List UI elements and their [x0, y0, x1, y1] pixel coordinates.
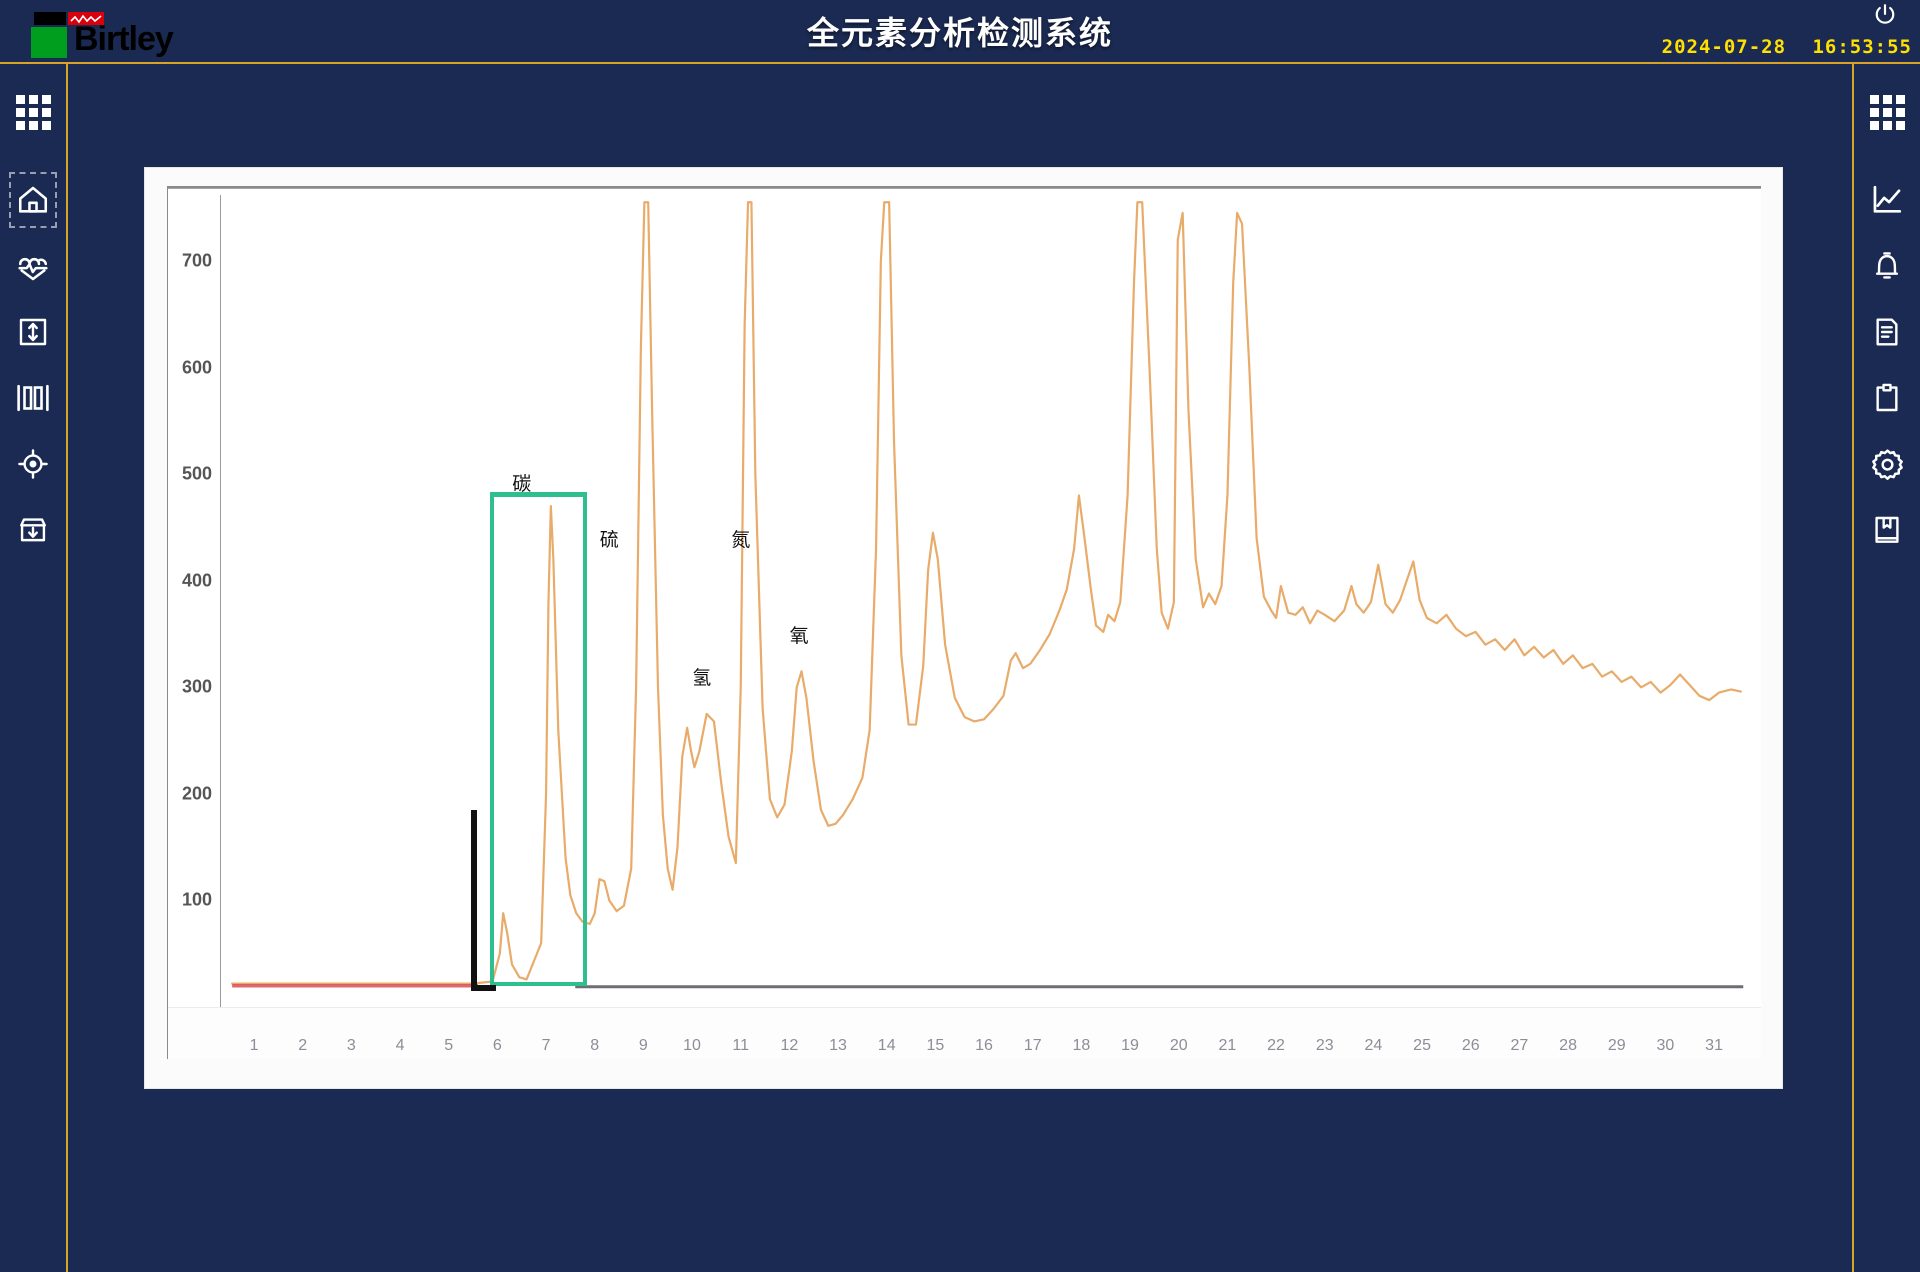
- brand-name: Birtley: [74, 20, 174, 58]
- sidebar-item-target[interactable]: [5, 432, 61, 496]
- clipboard-icon: [1871, 382, 1903, 414]
- app-header: Birtley 全元素分析检测系统 2024-07-28 16:53:55: [0, 0, 1920, 64]
- x-axis-tick: 10: [683, 1037, 701, 1054]
- x-axis-tick: 18: [1072, 1037, 1091, 1054]
- x-axis-tick: 22: [1267, 1037, 1285, 1054]
- peak-label: 氢: [692, 667, 712, 689]
- book-icon: [1871, 514, 1903, 546]
- clock-date: 2024-07-28: [1661, 36, 1787, 58]
- sidebar-item-home[interactable]: [5, 168, 61, 232]
- x-axis-tick: 20: [1169, 1037, 1188, 1054]
- x-axis-tick: 25: [1413, 1037, 1431, 1054]
- x-axis-tick: 29: [1607, 1037, 1626, 1054]
- x-axis-tick: 7: [541, 1037, 551, 1054]
- sidebar-item-clipboard[interactable]: [1859, 366, 1915, 430]
- x-axis-tick: 26: [1461, 1037, 1480, 1054]
- sidebar-item-apps-grid-right[interactable]: [1859, 80, 1915, 144]
- sidebar-item-settings[interactable]: [1859, 432, 1915, 496]
- y-axis-tick: 700: [181, 250, 212, 271]
- peak-label: 氮: [731, 530, 751, 552]
- x-axis-tick: 19: [1121, 1037, 1139, 1054]
- right-sidebar: [1852, 64, 1920, 1272]
- document-icon: [1871, 316, 1903, 348]
- status-clock: 2024-07-28 16:53:55: [1648, 36, 1912, 58]
- x-axis-tick: 6: [492, 1037, 502, 1054]
- x-axis-tick: 17: [1023, 1037, 1042, 1054]
- x-axis-tick: 1: [249, 1037, 259, 1054]
- y-axis-line: [220, 195, 221, 1059]
- x-axis-tick: 13: [829, 1037, 847, 1054]
- x-axis-band: [168, 1007, 1761, 1059]
- x-axis-tick: 2: [298, 1037, 308, 1054]
- bell-icon: [1871, 250, 1903, 282]
- x-axis-tick: 16: [975, 1037, 993, 1054]
- chart-panel[interactable]: 700 600 500 400 300 200 100 1 2 3 4 5 6 7 8 9 10 11 12 13 1…: [145, 168, 1782, 1088]
- sidebar-item-calibrate[interactable]: [5, 300, 61, 364]
- y-axis-tick: 200: [181, 783, 212, 804]
- x-axis-tick: 27: [1510, 1037, 1529, 1054]
- x-axis-tick: 28: [1559, 1037, 1577, 1054]
- x-axis-tick: 12: [780, 1037, 799, 1054]
- y-axis-tick: 400: [181, 570, 212, 591]
- bars-icon: [16, 383, 50, 413]
- line-chart-icon: [1870, 183, 1904, 217]
- brand-logo[interactable]: Birtley: [22, 6, 174, 58]
- logo-red-waveform-icon: [68, 12, 104, 25]
- logo-black-square-icon: [34, 12, 66, 25]
- home-icon: [16, 183, 50, 217]
- x-axis-tick: 30: [1656, 1037, 1675, 1054]
- plot-frame[interactable]: 700 600 500 400 300 200 100 1 2 3 4 5 6 7 8 9 10 11 12 13 1…: [167, 186, 1761, 1059]
- sidebar-item-document[interactable]: [1859, 300, 1915, 364]
- peak-label: 硫: [599, 530, 619, 552]
- x-axis-tick: 3: [346, 1037, 356, 1054]
- y-axis-tick: 600: [181, 357, 212, 378]
- apps-grid-icon: [15, 94, 51, 130]
- plot-area[interactable]: 700 600 500 400 300 200 100 1 2 3 4 5 6 7 8 9 10 11 12 13 1…: [168, 187, 1761, 1059]
- sidebar-item-apps-grid[interactable]: [5, 80, 61, 144]
- x-axis-tick: 4: [395, 1037, 405, 1054]
- sidebar-item-line-chart[interactable]: [1859, 168, 1915, 232]
- left-sidebar: [0, 64, 68, 1272]
- sidebar-item-pulse[interactable]: [5, 234, 61, 298]
- power-icon[interactable]: [1872, 2, 1898, 28]
- y-axis-tick: 100: [181, 889, 212, 910]
- x-axis-tick: 23: [1315, 1037, 1334, 1054]
- x-axis-tick: 5: [444, 1037, 454, 1054]
- y-axis-tick: 500: [181, 463, 212, 484]
- page-title: 全元素分析检测系统: [806, 15, 1113, 51]
- x-axis-tick: 8: [590, 1037, 600, 1054]
- logo-green-square-icon: [31, 27, 67, 58]
- x-axis-tick: 31: [1705, 1037, 1723, 1054]
- sidebar-item-archive[interactable]: [5, 498, 61, 562]
- x-axis-tick: 9: [638, 1037, 648, 1054]
- peak-label: 氧: [789, 626, 809, 648]
- sidebar-item-alarm[interactable]: [1859, 234, 1915, 298]
- target-icon: [17, 448, 49, 480]
- spectrum-trace: [231, 201, 1744, 989]
- x-axis-tick: 11: [732, 1037, 750, 1054]
- gear-icon: [1871, 448, 1904, 481]
- peak-label: 碳: [512, 473, 532, 495]
- archive-down-icon: [17, 514, 49, 546]
- x-axis-tick: 24: [1364, 1037, 1383, 1054]
- y-axis-tick: 300: [181, 676, 212, 697]
- apps-grid-icon: [1869, 94, 1905, 130]
- pulse-icon: [16, 249, 50, 283]
- x-axis-tick: 15: [926, 1037, 945, 1054]
- x-axis-tick: 21: [1218, 1037, 1237, 1054]
- calibrate-icon: [17, 316, 49, 348]
- logo-marks: [22, 6, 104, 58]
- x-axis-tick: 14: [877, 1037, 896, 1054]
- clock-time: 16:53:55: [1812, 36, 1912, 58]
- sidebar-item-channels[interactable]: [5, 366, 61, 430]
- sidebar-item-manual[interactable]: [1859, 498, 1915, 562]
